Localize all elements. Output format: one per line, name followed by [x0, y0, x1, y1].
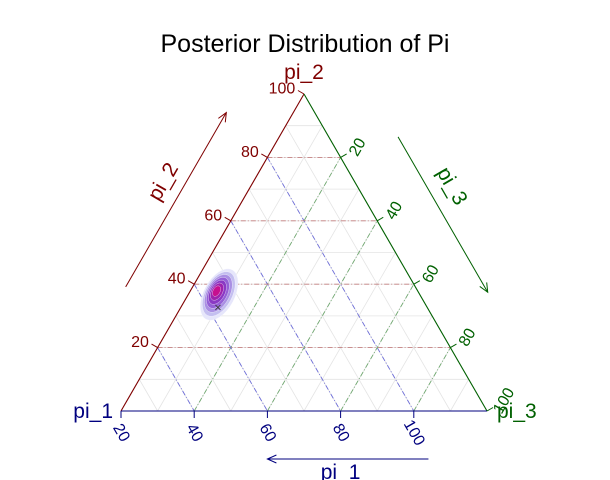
tick-pi_3 — [486, 407, 494, 412]
tick-label-pi_1: 100 — [400, 417, 428, 449]
minor-gridline — [230, 188, 360, 412]
tick-pi_3 — [340, 153, 347, 158]
tick-pi_2 — [151, 343, 158, 349]
tick-pi_2 — [224, 216, 232, 222]
major-gridline-pi3 — [193, 157, 341, 412]
mean-marker: × — [214, 302, 222, 313]
tick-label-pi_1: 80 — [329, 421, 353, 445]
minor-gridline — [303, 252, 396, 412]
chart-title: Posterior Distribution of Pi — [160, 30, 449, 58]
tick-label-pi_2: 40 — [168, 271, 186, 288]
tick-pi_2 — [261, 153, 268, 158]
tick-pi_2 — [187, 280, 195, 285]
minor-gridline — [376, 315, 433, 412]
density-contour — [212, 285, 221, 297]
tick-label-pi_2: 80 — [241, 144, 259, 161]
tick-label-pi_2: 60 — [204, 207, 222, 224]
tick-label-pi_2: 100 — [269, 81, 296, 98]
tick-pi_3 — [376, 216, 384, 222]
major-gridline-pi1 — [267, 157, 415, 412]
axis-pi2-edge — [120, 93, 305, 412]
major-gridline-pi3 — [340, 283, 415, 412]
tick-label-pi_3: 80 — [456, 326, 480, 350]
tick-label-pi_1: 20 — [109, 421, 133, 445]
axis-arrow-pi2 — [125, 112, 227, 288]
tick-pi_3 — [413, 280, 421, 285]
minor-gridline — [450, 379, 470, 412]
grid-layer — [138, 125, 470, 412]
tick-label-pi_3: 20 — [346, 135, 370, 159]
axis-arrow-pi3-head — [479, 282, 489, 294]
tick-pi_2 — [297, 90, 305, 95]
minor-gridline — [157, 125, 323, 412]
label-layer: pi_1pi_2pi_3pi_2 pi_3pi_1 — [73, 61, 536, 480]
axis-arrow-pi2-head — [218, 111, 227, 123]
major-gridline-pi3 — [267, 220, 378, 412]
tick-label-pi_3: 40 — [383, 199, 407, 223]
vertex-label-pi3: pi_3 — [497, 400, 537, 423]
axis-label-pi3: pi_3 — [432, 163, 472, 209]
tick-label-pi_1: 40 — [182, 421, 206, 445]
major-gridline-pi1 — [157, 347, 195, 412]
axis-label-pi1: pi_1 — [321, 461, 361, 480]
minor-gridline — [138, 379, 158, 412]
density-layer: × — [200, 268, 239, 321]
axis-pi3-edge — [303, 93, 488, 412]
tick-label-pi_3: 60 — [419, 262, 443, 286]
axis-arrow-pi1-head — [266, 454, 277, 464]
minor-gridline — [248, 188, 378, 412]
tick-pi_3 — [450, 343, 457, 349]
tick-label-pi_1: 60 — [256, 421, 280, 445]
vertex-label-pi2: pi_2 — [284, 61, 324, 84]
major-gridline-pi1 — [230, 220, 341, 412]
minor-gridline — [175, 315, 232, 412]
axis-arrow-pi3 — [397, 136, 489, 293]
vertex-label-pi1: pi_1 — [73, 400, 113, 423]
tick-label-pi_2: 20 — [131, 334, 149, 351]
major-gridline-pi3 — [413, 347, 451, 412]
minor-gridline — [285, 125, 451, 412]
